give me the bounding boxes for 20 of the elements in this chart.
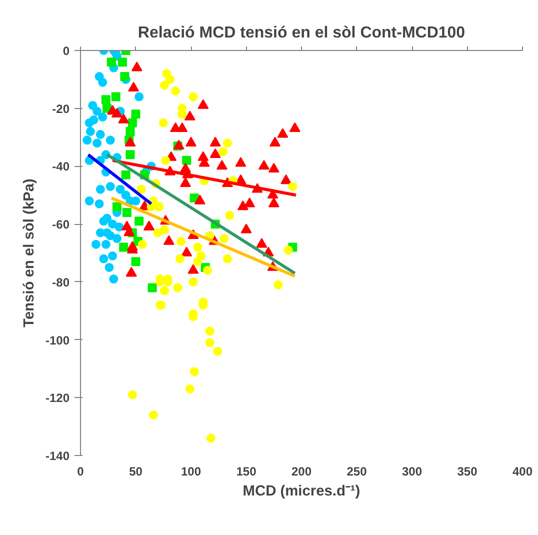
y-tick-label: -80: [52, 275, 70, 290]
chart-title: Relació MCD tensió en el sòl Cont-MCD100: [138, 24, 466, 42]
y-tick-label: -100: [45, 333, 70, 348]
y-axis-title: Tensió en el sòl (kPa): [21, 178, 38, 328]
x-tick-label: 50: [129, 464, 143, 478]
y-tick-label: -60: [52, 218, 70, 232]
y-tick-label: -120: [45, 391, 70, 406]
x-tick-label: 350: [457, 464, 478, 478]
x-tick-label: 400: [512, 464, 533, 478]
y-tick-label: -20: [52, 102, 70, 116]
y-tick-label: 0: [62, 44, 70, 58]
y-tick-label: -40: [52, 160, 70, 174]
x-tick-label: 300: [402, 464, 422, 478]
x-tick-label: 150: [236, 464, 257, 478]
x-tick-label: 0: [77, 464, 84, 478]
x-tick-label: 200: [291, 464, 312, 478]
x-axis-title: MCD (micres.d⁻¹): [242, 484, 360, 500]
x-tick-label: 100: [180, 464, 202, 478]
x-tick-label: 250: [346, 464, 368, 478]
y-tick-label: -140: [45, 449, 70, 463]
